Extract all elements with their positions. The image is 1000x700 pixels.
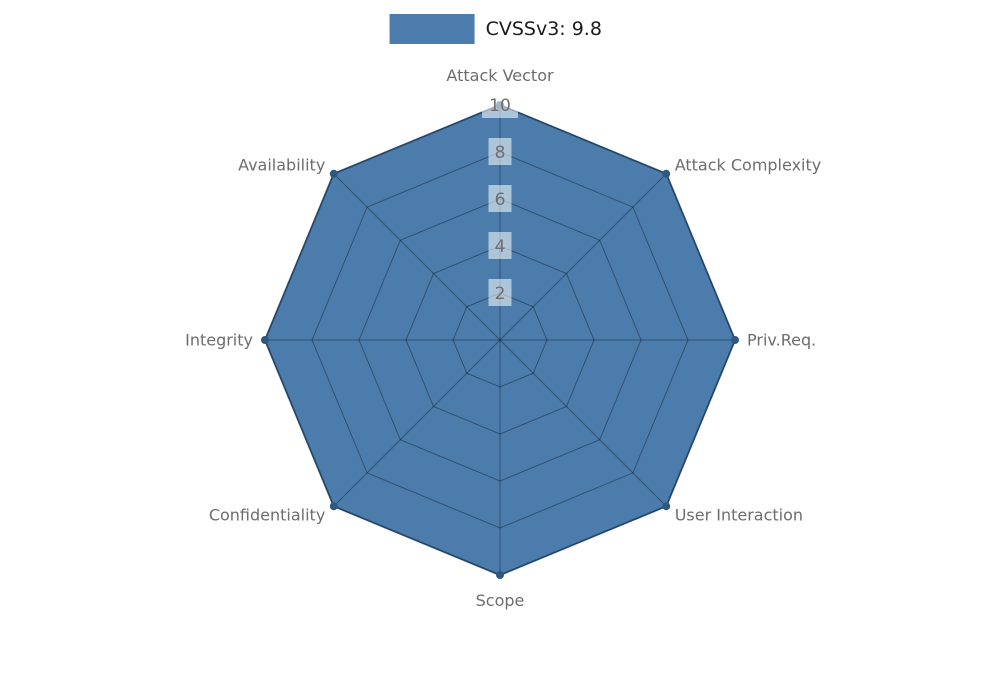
axis-label-confidentiality: Confidentiality	[208, 505, 326, 525]
tick-label-2: 2	[488, 279, 512, 306]
tick-label-text-2: 2	[495, 284, 506, 304]
legend[interactable]: CVSSv3: 9.8	[389, 14, 602, 44]
tick-label-box-8	[488, 138, 512, 165]
vertex-dot-scope	[496, 571, 504, 579]
axis-label-attack-vector: Attack Vector	[446, 66, 554, 85]
axis-spoke-attack-complexity	[499, 173, 667, 341]
tick-label-box-6	[488, 185, 512, 212]
axis-label-attack-complexity: Attack Complexity	[674, 155, 822, 175]
vertex-dot-availability	[329, 169, 338, 178]
axis-label-scope: Scope	[475, 591, 525, 610]
tick-label-box-10	[482, 91, 518, 118]
axis-label-user-interaction: User Interaction	[674, 505, 804, 525]
tick-label-6: 6	[488, 185, 512, 212]
axis-label-priv-req: Priv.Req.	[747, 330, 817, 350]
grid-ring-8	[311, 151, 689, 529]
tick-label-text-6: 6	[495, 190, 506, 210]
vertex-dot-user-interaction	[662, 502, 671, 511]
axis-spoke-availability	[333, 173, 501, 341]
tick-label-10: 10	[482, 91, 518, 118]
tick-label-box-4	[488, 232, 512, 259]
vertex-dot-confidentiality	[329, 502, 338, 511]
grid-ring-6	[358, 198, 642, 482]
axis-label-integrity: Integrity	[185, 330, 253, 350]
vertex-dot-priv-req	[731, 336, 739, 344]
tick-label-box-2	[488, 279, 512, 306]
axis-label-availability: Availability	[238, 155, 326, 175]
grid-ring-2	[452, 292, 548, 388]
tick-label-text-10: 10	[489, 96, 511, 116]
axis-spoke-user-interaction	[499, 339, 667, 507]
grid-ring-4	[405, 245, 595, 435]
vertex-dot-integrity	[261, 336, 269, 344]
tick-label-text-8: 8	[495, 143, 506, 163]
legend-swatch[interactable]	[389, 14, 475, 44]
vertex-dot-attack-complexity	[662, 169, 671, 178]
tick-label-8: 8	[488, 138, 512, 165]
legend-label: CVSSv3: 9.8	[485, 18, 602, 40]
axis-spoke-confidentiality	[333, 339, 501, 507]
tick-label-text-4: 4	[495, 237, 506, 257]
tick-label-4: 4	[488, 232, 512, 259]
